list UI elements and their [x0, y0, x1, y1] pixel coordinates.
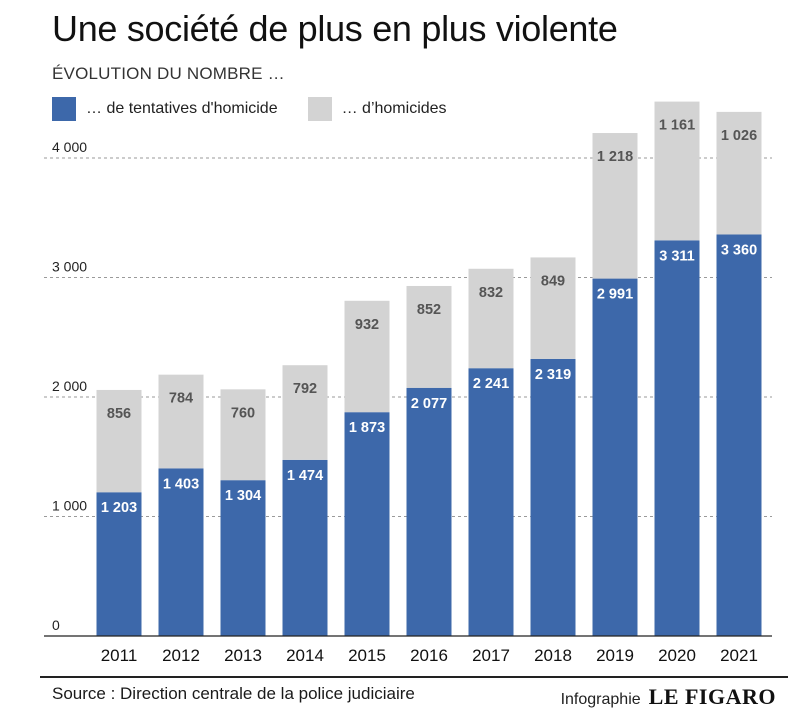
data-label-homicides: 1 026	[721, 128, 757, 144]
x-tick-label: 2020	[658, 646, 696, 665]
data-label-homicides: 856	[107, 406, 131, 422]
x-tick-label: 2012	[162, 646, 200, 665]
y-tick-label: 1 000	[52, 498, 87, 514]
x-tick-label: 2019	[596, 646, 634, 665]
bar-homicides	[344, 300, 390, 413]
x-tick-label: 2013	[224, 646, 262, 665]
bar-attempts	[468, 368, 514, 636]
bar-attempts	[220, 480, 266, 636]
bar-homicides	[716, 111, 762, 235]
data-label-homicides: 832	[479, 285, 503, 301]
legend-item-homicides: … d’homicides	[307, 97, 447, 121]
y-tick-label: 0	[52, 617, 60, 633]
bar-homicides	[220, 389, 266, 481]
bar-homicides	[468, 268, 514, 369]
bar-homicides	[282, 365, 328, 460]
bar-attempts	[344, 412, 390, 636]
bar-homicides	[592, 133, 638, 279]
legend-label-homicides: … d’homicides	[341, 100, 447, 117]
data-label-attempts: 1 304	[225, 488, 261, 504]
data-label-attempts: 1 403	[163, 476, 199, 492]
data-label-attempts: 3 311	[659, 248, 695, 264]
data-label-homicides: 784	[169, 391, 193, 407]
credit-label: Infographie	[560, 691, 641, 708]
bar-attempts	[530, 358, 576, 636]
bar-homicides	[96, 389, 142, 493]
y-tick-label: 2 000	[52, 378, 87, 394]
bar-attempts	[96, 492, 142, 636]
bar-homicides	[158, 374, 204, 469]
bar-attempts	[654, 240, 700, 636]
bar-attempts	[282, 459, 328, 636]
x-tick-label: 2016	[410, 646, 448, 665]
data-label-homicides: 852	[417, 302, 441, 318]
data-label-homicides: 792	[293, 381, 317, 397]
data-label-attempts: 2 991	[597, 287, 633, 303]
legend-label-attempts: … de tentatives d'homicide	[86, 100, 278, 117]
credit: Infographie LE FIGARO	[561, 684, 776, 710]
bar-homicides	[530, 257, 576, 359]
data-label-homicides: 760	[231, 405, 255, 421]
le-figaro-logo: LE FIGARO	[648, 684, 776, 709]
data-label-homicides: 1 161	[659, 118, 695, 134]
bar-homicides	[654, 101, 700, 241]
data-label-attempts: 2 241	[473, 376, 509, 392]
data-label-attempts: 2 319	[535, 367, 571, 383]
x-tick-label: 2011	[101, 646, 138, 665]
data-label-attempts: 3 360	[721, 242, 757, 258]
y-tick-label: 4 000	[52, 139, 87, 155]
bar-homicides	[406, 285, 452, 388]
data-label-homicides: 1 218	[597, 149, 633, 165]
y-tick-label: 3 000	[52, 259, 87, 275]
footer-rule	[40, 676, 788, 678]
x-tick-label: 2021	[720, 646, 758, 665]
data-label-attempts: 1 873	[349, 420, 385, 436]
x-tick-label: 2015	[348, 646, 386, 665]
legend-swatch-attempts	[52, 97, 76, 121]
source-note: Source : Direction centrale de la police…	[52, 684, 415, 703]
x-tick-label: 2017	[472, 646, 510, 665]
x-tick-label: 2014	[286, 646, 324, 665]
bar-attempts	[406, 387, 452, 636]
data-label-attempts: 1 203	[101, 500, 137, 516]
bar-attempts	[592, 278, 638, 636]
data-label-homicides: 849	[541, 273, 565, 289]
chart-subtitle: ÉVOLUTION DU NOMBRE …	[52, 64, 285, 83]
legend-swatch-homicides	[307, 97, 332, 121]
data-label-attempts: 1 474	[287, 468, 323, 484]
x-tick-label: 2018	[534, 646, 572, 665]
bar-attempts	[716, 234, 762, 637]
legend-item-attempts: … de tentatives d'homicide	[52, 97, 278, 121]
legend: … de tentatives d'homicide … d’homicides	[52, 97, 477, 121]
data-label-attempts: 2 077	[411, 396, 447, 412]
chart-title: Une société de plus en plus violente	[52, 8, 618, 49]
bar-attempts	[158, 468, 204, 636]
data-label-homicides: 932	[355, 317, 379, 333]
